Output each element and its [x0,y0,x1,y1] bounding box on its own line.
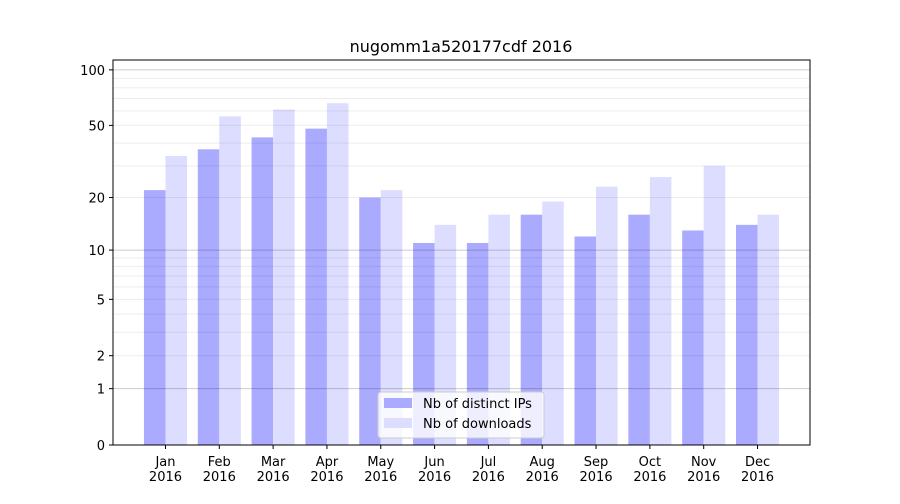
x-tick-label: Jan 2016 [149,455,182,485]
x-tick-label-line: 2016 [418,470,451,485]
bar-downloads [219,116,241,445]
legend-label: Nb of distinct IPs [423,397,532,412]
bar-ips [305,128,327,446]
x-tick-label-line: Jul [480,455,497,470]
bar-downloads [165,155,188,446]
x-tick-label-line: Jan [154,455,175,470]
x-tick-label: Aug 2016 [526,455,559,485]
bar-ips [197,149,220,445]
x-tick-label-line: Sep [584,455,609,470]
x-tick-label: Feb 2016 [203,455,236,485]
bar-downloads [649,177,672,445]
x-tick-label-line: Oct [639,455,661,470]
x-tick-label-line: 2016 [741,470,774,485]
x-tick-label-line: Nov [691,455,717,470]
x-tick-label-line: May [367,455,394,470]
y-tick-label: 1 [97,383,105,398]
x-tick-label: Jul 2016 [472,455,505,485]
x-tick-label: Mar 2016 [257,455,290,485]
x-tick-label-line: 2016 [472,470,505,485]
bar-ips [735,224,758,445]
legend: Nb of distinct IPs Nb of downloads [377,391,545,439]
y-tick-label: 0 [97,439,105,454]
bar-ips [251,137,274,445]
legend-box [377,391,545,439]
bar-downloads [273,109,295,445]
x-tick-label: Sep 2016 [580,455,613,485]
bar-downloads [542,201,564,445]
x-tick-label-line: 2016 [203,470,236,485]
y-tick-label: 5 [97,293,105,308]
legend-label: Nb of downloads [423,417,532,432]
x-tick-label-line: 2016 [633,470,666,485]
x-tick-label-line: Feb [208,455,231,470]
bar-ips [359,197,381,445]
x-tick-label-line: Mar [261,455,286,470]
x-tick-label-line: 2016 [526,470,559,485]
bar-ips [143,190,166,445]
bar-ips [520,214,543,445]
x-tick-label: Apr 2016 [310,455,343,485]
bar-downloads [596,186,618,446]
bar-downloads [434,224,457,445]
x-tick-label-line: 2016 [257,470,290,485]
y-tick-label: 2 [97,350,105,365]
legend-swatch [384,418,412,428]
x-tick-label: Nov 2016 [687,455,720,485]
legend-swatch [384,398,412,408]
bar-ips [574,236,597,445]
x-tick-label-line: 2016 [687,470,720,485]
x-tick-label: May 2016 [364,455,397,485]
x-tick-label: Oct 2016 [633,455,666,485]
x-tick-label: Dec 2016 [741,455,774,485]
y-tick-label: 100 [80,64,105,79]
x-tick-label-line: Jun [423,455,444,470]
x-tick-label-line: 2016 [364,470,397,485]
y-tick-label: 20 [88,192,105,207]
x-tick-label-line: 2016 [310,470,343,485]
x-tick-label-line: Apr [316,455,339,470]
x-tick-label-line: 2016 [580,470,613,485]
bar-downloads [380,190,403,445]
bar-downloads [757,214,780,445]
bar-downloads [703,165,726,445]
x-tick-label-line: Dec [745,455,770,470]
x-tick-label-line: 2016 [149,470,182,485]
bar-ips [682,230,704,445]
bar-ips [628,214,650,445]
x-tick-label: Jun 2016 [418,455,451,485]
y-tick-label: 50 [88,119,105,134]
bar-downloads [488,214,510,445]
x-tick-label-line: Aug [530,455,555,470]
bar-downloads [326,103,349,446]
chart-title: nugomm1a520177cdf 2016 [350,37,573,56]
y-tick-label: 10 [88,244,105,259]
plot-frame [112,59,811,446]
